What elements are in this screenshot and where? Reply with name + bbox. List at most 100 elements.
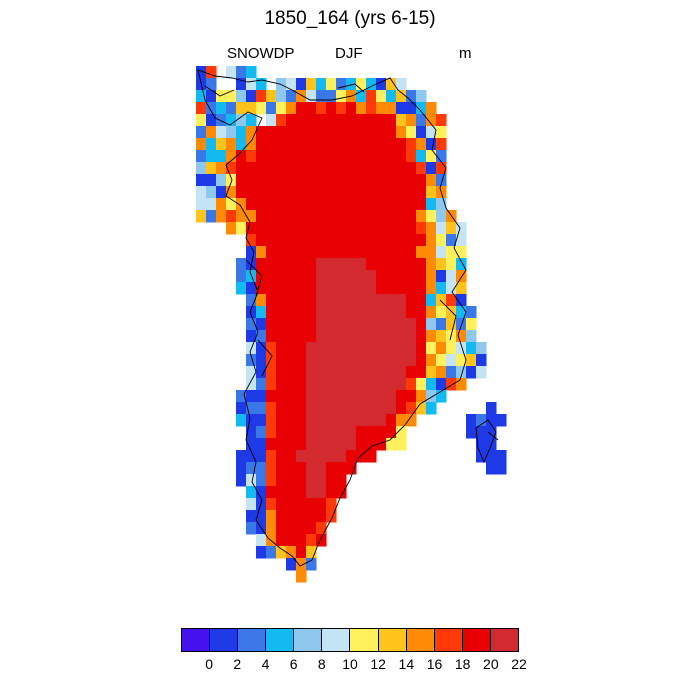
grid-cell bbox=[316, 342, 327, 355]
grid-cell bbox=[256, 234, 267, 247]
grid-cell bbox=[236, 150, 247, 163]
grid-cell bbox=[246, 114, 257, 127]
grid-cell bbox=[346, 270, 357, 283]
grid-cell bbox=[286, 534, 297, 547]
grid-cell bbox=[276, 342, 287, 355]
grid-cell bbox=[266, 102, 277, 115]
grid-cell bbox=[446, 294, 457, 307]
grid-cell bbox=[406, 246, 417, 259]
grid-cell bbox=[426, 246, 437, 259]
grid-cell bbox=[196, 150, 207, 163]
grid-cell bbox=[426, 342, 437, 355]
grid-cell bbox=[306, 426, 317, 439]
grid-cell bbox=[366, 138, 377, 151]
grid-cell bbox=[306, 246, 317, 259]
grid-cell bbox=[376, 438, 387, 451]
grid-cell bbox=[236, 126, 247, 139]
grid-cell bbox=[226, 114, 237, 127]
grid-cell bbox=[366, 222, 377, 235]
grid-cell bbox=[296, 162, 307, 175]
grid-cell bbox=[266, 414, 277, 427]
grid-cell bbox=[256, 426, 267, 439]
grid-cell bbox=[326, 294, 337, 307]
grid-cell bbox=[286, 330, 297, 343]
grid-cell bbox=[346, 282, 357, 295]
grid-cell bbox=[336, 210, 347, 223]
grid-cell bbox=[206, 174, 217, 187]
grid-cell bbox=[416, 234, 427, 247]
grid-cell bbox=[396, 150, 407, 163]
colorbar-tick-label: 8 bbox=[317, 656, 326, 672]
grid-cell bbox=[366, 162, 377, 175]
grid-cell bbox=[286, 114, 297, 127]
grid-cell bbox=[366, 402, 377, 415]
grid-cell bbox=[296, 174, 307, 187]
grid-cell bbox=[256, 102, 267, 115]
grid-cell bbox=[436, 114, 447, 127]
grid-cell bbox=[316, 366, 327, 379]
grid-cell bbox=[256, 198, 267, 211]
grid-cell bbox=[236, 66, 247, 79]
grid-cell bbox=[266, 402, 277, 415]
grid-cell bbox=[316, 474, 327, 487]
grid-cell bbox=[276, 402, 287, 415]
grid-cell bbox=[376, 138, 387, 151]
grid-cell bbox=[316, 246, 327, 259]
colorbar-swatch bbox=[490, 629, 518, 651]
grid-cell bbox=[246, 66, 257, 79]
grid-cell bbox=[296, 486, 307, 499]
colorbar-swatch bbox=[238, 629, 267, 651]
grid-cell bbox=[266, 486, 277, 499]
grid-cell bbox=[336, 378, 347, 391]
grid-cell bbox=[276, 366, 287, 379]
grid-cell bbox=[396, 282, 407, 295]
grid-cell bbox=[416, 390, 427, 403]
grid-cell bbox=[396, 198, 407, 211]
grid-cell bbox=[216, 102, 227, 115]
grid-cell bbox=[216, 162, 227, 175]
grid-cell bbox=[256, 78, 267, 91]
grid-cell bbox=[316, 414, 327, 427]
grid-cell bbox=[346, 318, 357, 331]
grid-cell bbox=[286, 510, 297, 523]
grid-cell bbox=[286, 282, 297, 295]
grid-cell bbox=[236, 186, 247, 199]
grid-cell bbox=[366, 438, 377, 451]
grid-cell bbox=[326, 378, 337, 391]
grid-cell bbox=[296, 558, 307, 571]
grid-cell bbox=[256, 294, 267, 307]
grid-cell bbox=[306, 438, 317, 451]
grid-cell bbox=[356, 138, 367, 151]
grid-cell bbox=[236, 462, 247, 475]
grid-cell bbox=[306, 294, 317, 307]
grid-cell bbox=[356, 438, 367, 451]
grid-cell bbox=[446, 234, 457, 247]
grid-cell bbox=[266, 390, 277, 403]
grid-cell bbox=[416, 138, 427, 151]
grid-cell bbox=[396, 378, 407, 391]
grid-cell bbox=[416, 318, 427, 331]
grid-cell bbox=[206, 186, 217, 199]
grid-cell bbox=[286, 258, 297, 271]
grid-cell bbox=[306, 402, 317, 415]
grid-cell bbox=[246, 162, 257, 175]
grid-cell bbox=[276, 522, 287, 535]
grid-cell bbox=[356, 306, 367, 319]
grid-cell bbox=[256, 474, 267, 487]
grid-cell bbox=[436, 234, 447, 247]
grid-cell bbox=[396, 246, 407, 259]
grid-cell bbox=[406, 222, 417, 235]
grid-cell bbox=[356, 318, 367, 331]
grid-cell bbox=[356, 270, 367, 283]
grid-cell bbox=[356, 126, 367, 139]
grid-cell bbox=[246, 222, 257, 235]
grid-cell bbox=[326, 114, 337, 127]
grid-cell bbox=[376, 318, 387, 331]
grid-cell bbox=[376, 258, 387, 271]
grid-cell bbox=[406, 90, 417, 103]
grid-cell bbox=[376, 174, 387, 187]
grid-cell bbox=[366, 426, 377, 439]
grid-cell bbox=[356, 426, 367, 439]
grid-cell bbox=[316, 210, 327, 223]
grid-cell bbox=[346, 246, 357, 259]
